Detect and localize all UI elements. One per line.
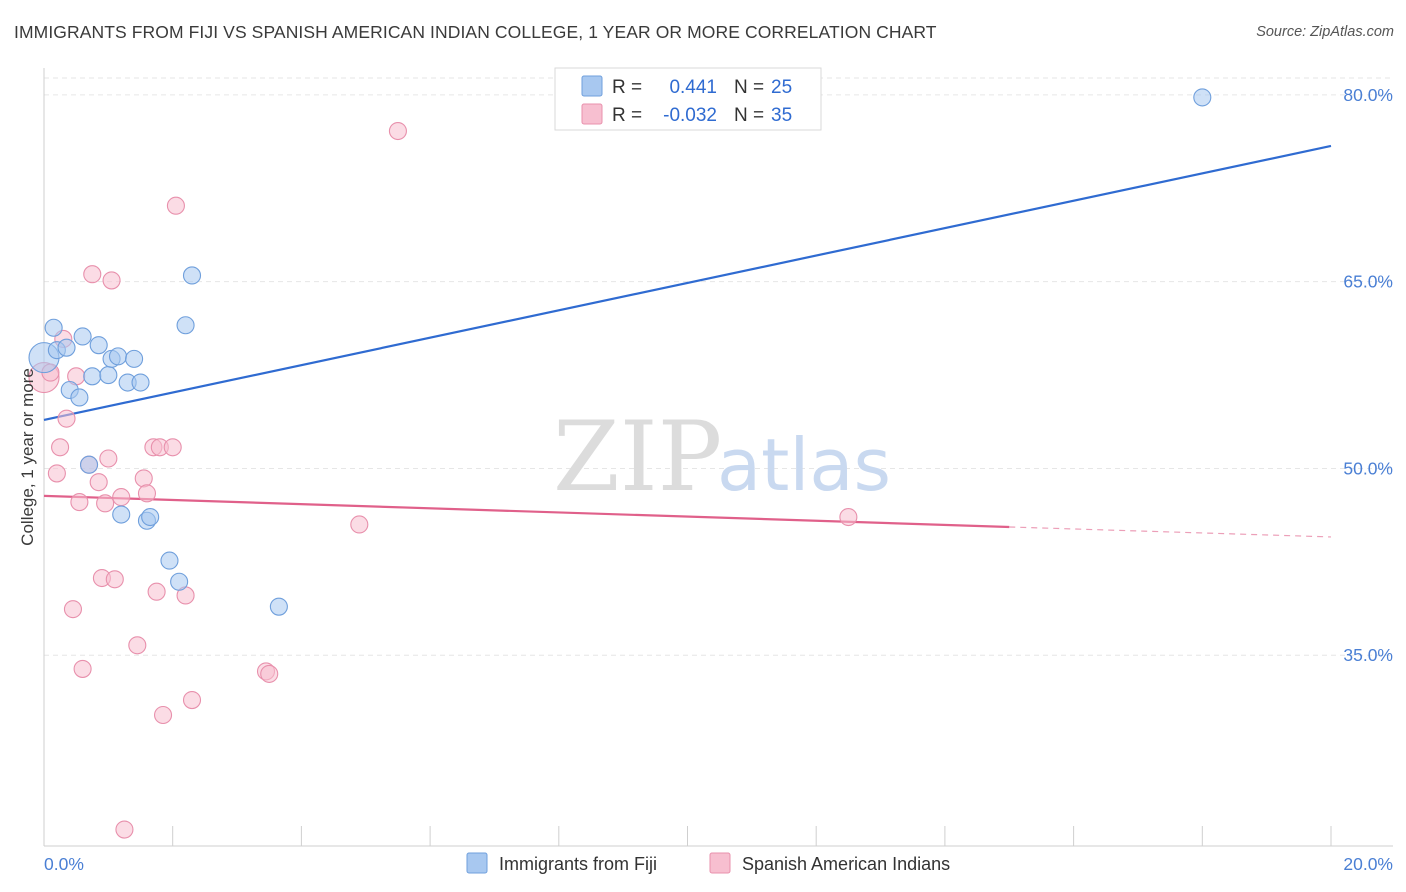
fiji-point	[99, 366, 118, 385]
fiji-point	[160, 551, 179, 570]
series-legend-swatch-fiji	[466, 852, 488, 874]
spanish-point	[134, 469, 153, 488]
spanish-point	[147, 582, 166, 601]
spanish-point	[51, 438, 70, 457]
fiji-point	[269, 597, 288, 616]
spanish-point	[182, 691, 202, 710]
legend-r-value-2: -0.032	[663, 105, 717, 126]
spanish-point	[96, 494, 115, 513]
source-credit: Source: ZipAtlas.com	[1256, 24, 1394, 40]
spanish-point	[57, 409, 76, 428]
y-tick-label: 65.0%	[1343, 272, 1393, 292]
spanish-point	[137, 484, 157, 503]
watermark: ZIP atlas	[553, 401, 891, 513]
fiji-point	[112, 505, 131, 524]
spanish-point	[388, 121, 407, 141]
series-legend-label-spanish: Spanish American Indians	[742, 854, 950, 874]
spanish-point	[89, 473, 108, 492]
legend-n-value-2: 35	[771, 105, 792, 126]
legend-swatch-fiji	[581, 75, 603, 97]
spanish-point	[115, 820, 134, 839]
watermark-zip: ZIP	[553, 401, 722, 513]
fiji-point	[125, 349, 144, 368]
fiji-point	[73, 327, 92, 346]
spanish-point	[47, 464, 66, 483]
legend-n-label-1: N =	[734, 77, 764, 98]
fiji-point	[131, 373, 150, 392]
watermark-atlas: atlas	[717, 423, 891, 507]
fiji-point	[70, 388, 89, 407]
fiji-point	[44, 318, 63, 337]
fiji-point	[1193, 88, 1212, 107]
fiji-point	[170, 572, 189, 591]
axes	[43, 68, 1393, 847]
spanish-point	[153, 705, 173, 725]
series-legend: Immigrants from Fiji Spanish American In…	[466, 852, 950, 874]
spanish-point	[70, 493, 89, 512]
spanish-point	[102, 271, 121, 290]
spanish-point	[105, 570, 124, 589]
spanish-point	[99, 449, 118, 468]
series-legend-label-fiji: Immigrants from Fiji	[499, 854, 657, 874]
x-tick-label-min: 0.0%	[44, 854, 84, 874]
legend-r-label-1: R =	[612, 77, 642, 98]
data-points	[28, 88, 1212, 839]
stats-legend: R = 0.441 N = 25 R = -0.032 N = 35	[554, 67, 822, 131]
spanish-point	[128, 636, 147, 655]
fiji-point	[89, 336, 108, 355]
chart-title: IMMIGRANTS FROM FIJI VS SPANISH AMERICAN…	[14, 22, 937, 42]
y-tick-label: 80.0%	[1343, 85, 1393, 105]
legend-r-label-2: R =	[612, 105, 642, 126]
series-legend-swatch-spanish	[709, 852, 731, 874]
y-tick-label: 50.0%	[1343, 458, 1393, 478]
fiji-point	[79, 455, 99, 474]
y-axis-label: College, 1 year or more	[18, 368, 37, 546]
legend-swatch-spanish	[581, 103, 603, 125]
spanish-point	[83, 265, 102, 284]
y-tick-labels: 35.0% 50.0% 65.0% 80.0%	[1343, 85, 1393, 665]
spanish-point	[63, 600, 83, 619]
spanish-point	[166, 196, 185, 215]
spanish-point	[839, 507, 858, 527]
grid-lines	[44, 77, 1393, 656]
spanish-point	[350, 515, 369, 534]
fiji-point	[141, 507, 160, 527]
legend-n-label-2: N =	[734, 105, 764, 126]
trend-line-spanish-extension	[1009, 526, 1332, 538]
legend-r-value-1: 0.441	[669, 77, 717, 98]
fiji-point	[182, 266, 202, 285]
fiji-point	[57, 338, 76, 357]
spanish-point	[73, 659, 92, 678]
trend-line-fiji	[43, 144, 1332, 421]
fiji-point	[176, 316, 195, 335]
spanish-point	[163, 438, 182, 457]
spanish-point	[260, 664, 279, 683]
y-tick-label: 35.0%	[1343, 645, 1393, 665]
fiji-point	[83, 367, 102, 386]
legend-n-value-1: 25	[771, 77, 792, 98]
x-tick-label-max: 20.0%	[1343, 854, 1393, 874]
spanish-point	[112, 488, 131, 507]
fiji-point	[108, 347, 128, 366]
